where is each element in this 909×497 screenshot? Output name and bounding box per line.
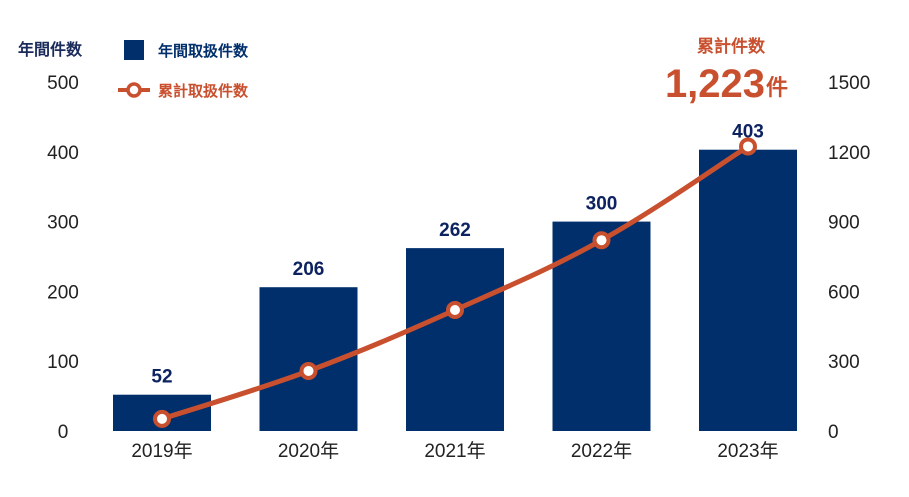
total-label: 累計件数	[697, 36, 766, 56]
total-value: 1,223	[665, 62, 765, 106]
y-axis-right: 0 300 600 900 1200 1500	[828, 73, 870, 443]
legend-bar-label: 年間取扱件数	[158, 42, 249, 60]
bar	[552, 221, 651, 431]
y-axis-left-label: 年間件数	[18, 40, 83, 59]
line-point	[153, 409, 171, 428]
y-right-tick-label: 600	[828, 282, 860, 303]
x-tick-label: 2019年	[131, 440, 192, 462]
legend-line-marker	[126, 82, 142, 98]
line-series	[153, 137, 757, 428]
legend: 年間取扱件数 累計取扱件数	[118, 40, 249, 100]
y-right-tick-label: 1500	[828, 73, 870, 94]
y-right-tick-label: 300	[828, 352, 860, 373]
y-right-tick-label: 1200	[828, 143, 870, 164]
bar	[699, 149, 797, 431]
y-left-tick-label: 500	[47, 73, 79, 94]
bar-value-label: 262	[439, 220, 471, 241]
line-point	[592, 231, 611, 250]
y-left-tick-label: 300	[47, 213, 79, 234]
bar-value-label: 403	[732, 122, 764, 143]
bar-value-label: 52	[151, 367, 172, 388]
legend-line-label: 累計取扱件数	[158, 82, 249, 100]
line-point	[299, 361, 318, 380]
y-left-tick-label: 0	[58, 422, 69, 443]
total-unit: 件	[766, 75, 788, 100]
bar-value-label: 206	[293, 259, 325, 280]
bar-value-label: 300	[586, 194, 618, 215]
bar-data-labels: 52 206 262 300 403	[151, 122, 763, 388]
y-right-tick-label: 0	[828, 422, 839, 443]
legend-bar-swatch	[124, 40, 144, 60]
line-point	[739, 137, 757, 156]
y-left-tick-label: 200	[47, 282, 79, 303]
x-tick-label: 2021年	[424, 440, 485, 462]
y-axis-left: 0 100 200 300 400 500	[47, 73, 79, 443]
y-right-tick-label: 900	[828, 213, 860, 234]
y-left-tick-label: 100	[47, 352, 79, 373]
x-tick-label: 2020年	[278, 440, 339, 462]
total-annotation: 累計件数 1,223 件	[665, 36, 788, 106]
y-left-tick-label: 400	[47, 143, 79, 164]
x-tick-label: 2023年	[717, 440, 778, 462]
bar-series	[113, 149, 797, 431]
line-point	[446, 301, 464, 320]
x-tick-label: 2022年	[571, 440, 632, 462]
bar	[406, 248, 504, 431]
x-axis: 2019年 2020年 2021年 2022年 2023年	[131, 440, 778, 462]
